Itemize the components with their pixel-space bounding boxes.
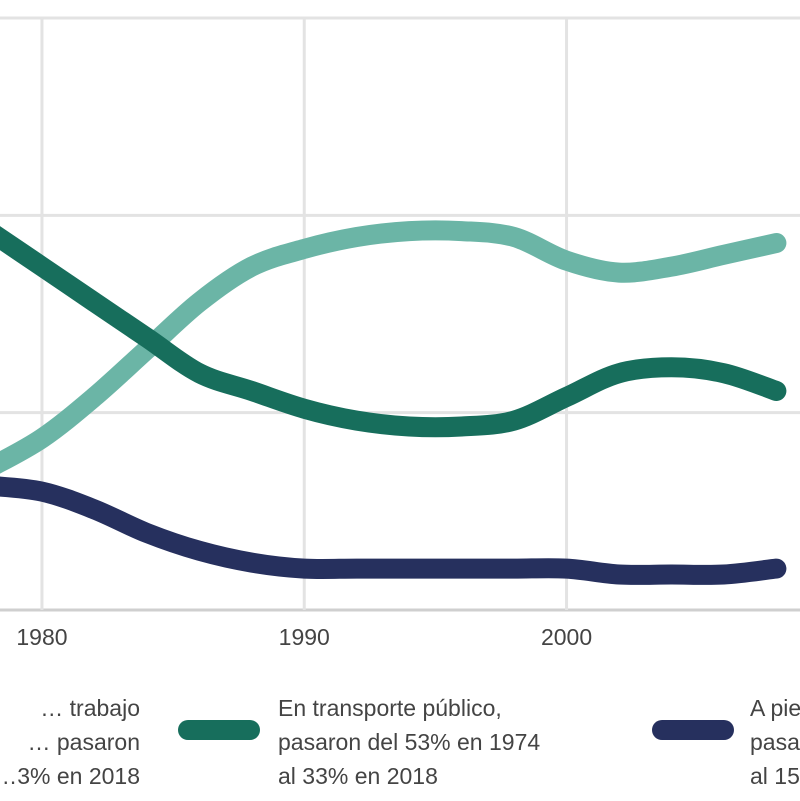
series-line-3 — [0, 476, 787, 585]
series-line-1 — [0, 220, 787, 474]
legend: … trabajo … pasaron …3% en 2018 En trans… — [0, 675, 800, 801]
legend-label-series-1: … trabajo … pasaron …3% en 2018 — [0, 695, 140, 789]
series-line-2 — [0, 226, 787, 438]
legend-swatch-series-2 — [178, 720, 260, 740]
grid — [0, 16, 800, 612]
legend-swatch-series-3 — [652, 720, 734, 740]
legend-label-series-2: En transporte público, pasaron del 53% e… — [278, 695, 541, 789]
series-lines — [0, 220, 787, 585]
x-tick-label: 1990 — [279, 624, 330, 650]
x-tick-label: 2000 — [541, 624, 592, 650]
line-chart: 1980 1990 2000 — [0, 16, 800, 650]
x-tick-label: 1980 — [16, 624, 67, 650]
x-axis-ticks: 1980 1990 2000 — [16, 624, 592, 650]
legend-label-series-3: A pie… pasa… al 15… — [750, 695, 800, 789]
